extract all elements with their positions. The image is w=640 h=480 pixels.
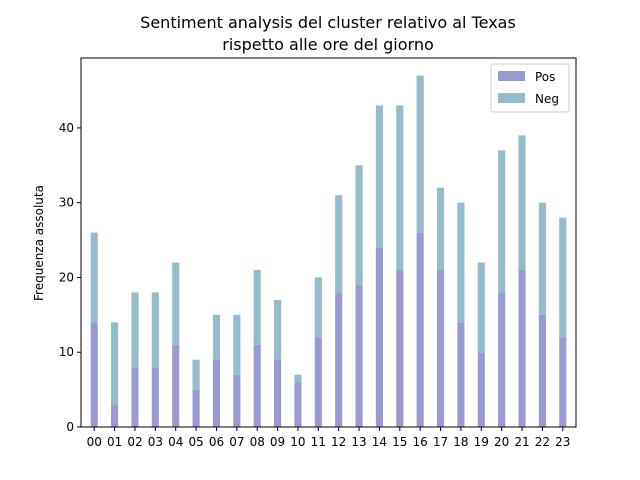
bar-neg-17 (436, 187, 445, 270)
x-tick-label: 15 (392, 435, 407, 449)
chart-title: Sentiment analysis del cluster relativo … (140, 13, 516, 54)
bar-neg-21 (518, 135, 526, 270)
bar-pos-12 (335, 292, 343, 427)
bar-pos-08 (253, 344, 261, 427)
bar-pos-06 (212, 359, 221, 427)
x-tick-label: 20 (494, 435, 509, 449)
bar-pos-03 (151, 367, 159, 427)
bar-pos-01 (111, 404, 119, 427)
bar-pos-17 (436, 269, 445, 427)
bar-pos-18 (457, 322, 465, 427)
x-tick-label: 14 (372, 435, 387, 449)
bar-neg-01 (111, 322, 119, 405)
axes: 0 10 20 30 40 00 01 02 03 04 05 06 07 08 09 10 11 12 13 14 1… (59, 57, 577, 449)
x-tick-label: 08 (250, 435, 265, 449)
bar-neg-23 (559, 217, 567, 338)
bar-pos-13 (355, 284, 363, 427)
bar-neg-06 (212, 314, 221, 360)
bar-pos-16 (416, 232, 424, 427)
x-tick-label: 10 (290, 435, 305, 449)
y-tick-label: 30 (59, 196, 74, 210)
x-tick-label: 06 (209, 435, 224, 449)
bar-neg-03 (151, 292, 159, 368)
bar-pos-00 (90, 322, 98, 427)
bar-neg-16 (416, 75, 424, 233)
bar-pos-23 (559, 337, 567, 427)
x-tick-label: 19 (474, 435, 489, 449)
y-tick-label: 20 (59, 270, 74, 284)
bar-neg-11 (314, 277, 322, 338)
y-tick-label: 40 (59, 121, 74, 135)
bar-neg-10 (294, 374, 302, 383)
bar-neg-14 (375, 105, 383, 248)
bar-pos-09 (274, 359, 282, 427)
x-tick-label: 09 (270, 435, 285, 449)
bar-pos-19 (477, 352, 485, 427)
bar-neg-02 (131, 292, 139, 368)
legend-swatch-pos (498, 71, 525, 81)
x-tick-label: 05 (188, 435, 203, 449)
bar-pos-02 (131, 367, 139, 427)
x-tick-label: 16 (413, 435, 428, 449)
bars (90, 75, 567, 427)
x-tick-label: 21 (514, 435, 529, 449)
bar-neg-05 (192, 359, 200, 390)
bar-neg-04 (172, 262, 180, 345)
y-tick-label: 0 (66, 420, 74, 434)
bar-pos-04 (172, 344, 180, 427)
bar-neg-07 (233, 314, 241, 375)
bar-pos-10 (294, 382, 302, 427)
title-line-1: Sentiment analysis del cluster relativo … (140, 13, 516, 32)
y-tick-label: 10 (59, 345, 74, 359)
bar-pos-07 (233, 374, 241, 427)
legend: Pos Neg (490, 63, 570, 113)
bar-pos-05 (192, 389, 200, 427)
bar-pos-22 (538, 314, 546, 427)
bar-neg-20 (498, 150, 506, 293)
bar-pos-20 (498, 292, 506, 427)
bar-neg-22 (538, 202, 546, 315)
x-tick-label: 02 (127, 435, 142, 449)
title-line-2: rispetto alle ore del giorno (222, 35, 434, 54)
bar-neg-18 (457, 202, 465, 323)
bar-neg-13 (355, 165, 363, 285)
bar-pos-15 (396, 269, 404, 427)
x-tick-label: 17 (433, 435, 448, 449)
y-axis-label: Frequenza assoluta (32, 185, 46, 301)
x-tick-label: 07 (229, 435, 244, 449)
bar-pos-11 (314, 337, 322, 427)
bar-neg-12 (335, 195, 343, 293)
x-tick-label: 04 (168, 435, 183, 449)
x-tick-label: 23 (555, 435, 570, 449)
x-tick-label: 18 (453, 435, 468, 449)
x-tick-label: 13 (351, 435, 366, 449)
x-tick-label: 22 (535, 435, 550, 449)
plot-frame (80, 57, 577, 428)
bar-pos-14 (375, 247, 383, 427)
x-tick-label: 12 (331, 435, 346, 449)
x-tick-label: 11 (311, 435, 326, 449)
legend-label-pos: Pos (535, 70, 555, 84)
x-tick-label: 00 (87, 435, 102, 449)
x-tick-label: 03 (148, 435, 163, 449)
legend-label-neg: Neg (535, 92, 559, 106)
x-tick-label: 01 (107, 435, 122, 449)
bar-neg-09 (274, 299, 282, 360)
bar-neg-00 (90, 232, 98, 323)
bar-neg-19 (477, 262, 485, 353)
legend-swatch-neg (498, 93, 525, 103)
bar-neg-15 (396, 105, 404, 270)
bar-pos-21 (518, 269, 526, 427)
bar-neg-08 (253, 269, 261, 345)
